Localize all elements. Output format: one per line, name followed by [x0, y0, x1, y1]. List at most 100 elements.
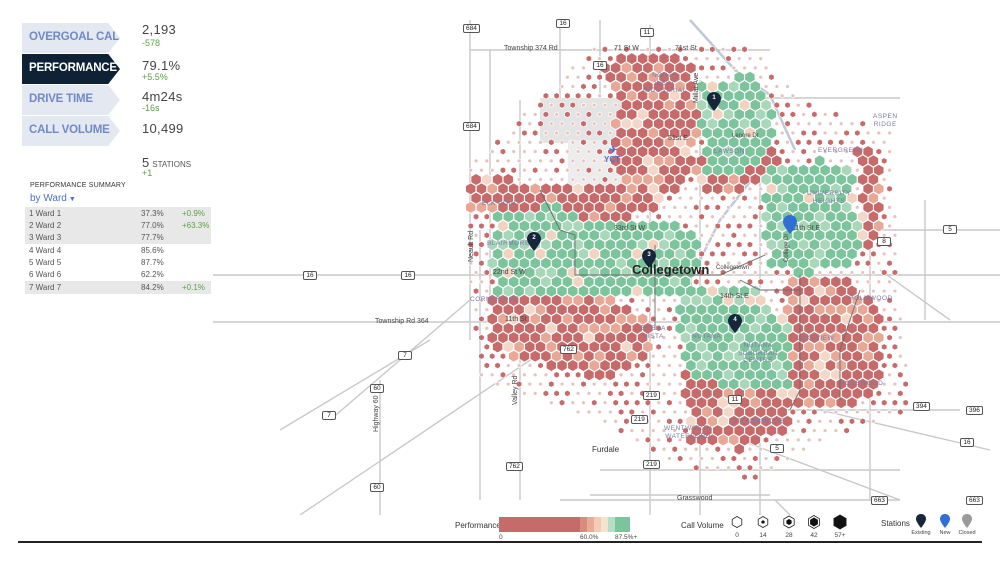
performance-hex: [653, 191, 665, 205]
performance-hex: [704, 446, 710, 452]
performance-hex: [558, 157, 566, 165]
performance-hex: [506, 139, 511, 145]
performance-hex: [760, 210, 772, 224]
performance-hex: [486, 201, 498, 214]
performance-hex: [765, 108, 777, 121]
performance-hex: [723, 294, 734, 307]
map-view[interactable]: Township 374 Rd 71 St W 71st St 51st E 3…: [0, 0, 1000, 515]
performance-hex: [663, 173, 675, 186]
performance-hex: [672, 372, 678, 378]
table-row[interactable]: 7 Ward 7 84.2% +0.1%: [25, 281, 211, 294]
table-row[interactable]: 5 Ward 5 87.7%: [25, 257, 211, 269]
performance-hex: [771, 359, 783, 372]
map-canvas[interactable]: [0, 0, 1000, 515]
table-row[interactable]: 6 Ward 6 62.2%: [25, 269, 211, 281]
performance-hex: [857, 173, 869, 186]
volume-legend-label: 14: [759, 532, 767, 539]
performance-hex: [701, 331, 713, 344]
performance-hex: [506, 381, 511, 387]
performance-hex: [825, 191, 836, 205]
performance-hex: [873, 331, 885, 344]
performance-hex: [717, 359, 729, 372]
performance-hex: [602, 83, 608, 90]
performance-hex: [567, 303, 579, 317]
performance-hex: [594, 201, 606, 214]
station-marker-1[interactable]: 1: [707, 92, 721, 111]
performance-hex: [865, 130, 871, 136]
performance-hex: [862, 163, 874, 177]
performance-hex: [656, 437, 661, 443]
performance-hex: [642, 173, 654, 186]
performance-hex: [733, 294, 745, 307]
performance-hex: [739, 321, 751, 335]
performance-hex: [667, 455, 672, 462]
table-row[interactable]: 2 Ward 2 77.0% +63.3%: [25, 219, 211, 232]
performance-hex: [483, 268, 490, 277]
performance-hex: [838, 158, 844, 164]
performance-hex: [819, 238, 831, 251]
performance-hex: [479, 167, 484, 173]
performance-hex: [816, 138, 823, 146]
performance-hex: [838, 417, 845, 425]
performance-hex: [792, 173, 804, 186]
performance-hex: [846, 396, 858, 410]
performance-hex: [578, 191, 589, 205]
performance-hex: [470, 173, 482, 186]
performance-hex: [561, 182, 573, 196]
metric-tab-call-volume[interactable]: CALL VOLUME: [22, 116, 120, 146]
performance-hex: [819, 368, 831, 382]
performance-hex: [661, 204, 667, 211]
performance-hex: [631, 154, 643, 168]
performance-hex: [669, 70, 681, 84]
map-pin-icon: [728, 314, 742, 333]
performance-hex: [570, 158, 576, 164]
performance-hex: [688, 455, 694, 462]
performance-hex: [572, 201, 584, 214]
performance-hex: [497, 294, 509, 307]
station-marker-3[interactable]: 3: [642, 249, 656, 268]
performance-hex: [524, 340, 536, 354]
performance-hex: [693, 203, 700, 212]
metric-tab-drive-time[interactable]: DRIVE TIME: [22, 85, 120, 115]
metric-drive-time: DRIVE TIME 4m24s -16s: [22, 85, 222, 115]
performance-hex: [672, 409, 678, 415]
performance-hex: [876, 279, 882, 285]
performance-hex: [763, 269, 769, 276]
performance-hex: [808, 256, 820, 270]
performance-hex: [637, 312, 649, 326]
performance-hex: [726, 260, 731, 266]
table-row[interactable]: 3 Ward 3 77.7%: [25, 231, 211, 245]
table-row[interactable]: 4 Ward 4 85.6%: [25, 244, 211, 256]
performance-hex: [626, 182, 638, 196]
performance-hex: [841, 201, 853, 214]
highway-shield: 8: [877, 237, 891, 246]
metric-tab-performance[interactable]: PERFORMANCE: [22, 54, 120, 84]
perf-scale-segment: [499, 517, 537, 532]
performance-hex: [677, 214, 683, 220]
performance-hex: [642, 340, 654, 354]
performance-hex: [656, 400, 661, 406]
table-row[interactable]: 1 Ward 1 37.3% +0.9%: [25, 207, 211, 220]
metric-tab-overgoal-calls[interactable]: OVERGOAL CALLS: [22, 23, 120, 53]
station-marker-new[interactable]: [783, 215, 797, 234]
station-marker-2[interactable]: 2: [527, 232, 541, 251]
performance-summary-heading: PERFORMANCE SUMMARY: [30, 182, 126, 189]
performance-hex: [846, 247, 858, 261]
ward-delta: +0.1%: [182, 282, 205, 292]
performance-hex: [647, 182, 659, 196]
performance-hex: [661, 334, 667, 341]
performance-hex: [881, 195, 887, 201]
group-by-dropdown[interactable]: by Ward ▼: [30, 193, 76, 204]
performance-hex: [583, 219, 595, 233]
performance-hex: [712, 387, 724, 400]
station-marker-4[interactable]: 4: [728, 314, 742, 333]
performance-hex: [591, 46, 597, 52]
performance-hex: [696, 80, 708, 93]
performance-hex: [867, 340, 879, 354]
performance-hex: [693, 464, 700, 472]
performance-hex: [739, 359, 751, 372]
performance-hex: [572, 256, 584, 270]
performance-hex: [626, 201, 638, 214]
performance-hex: [749, 173, 761, 186]
performance-hex: [602, 102, 608, 108]
